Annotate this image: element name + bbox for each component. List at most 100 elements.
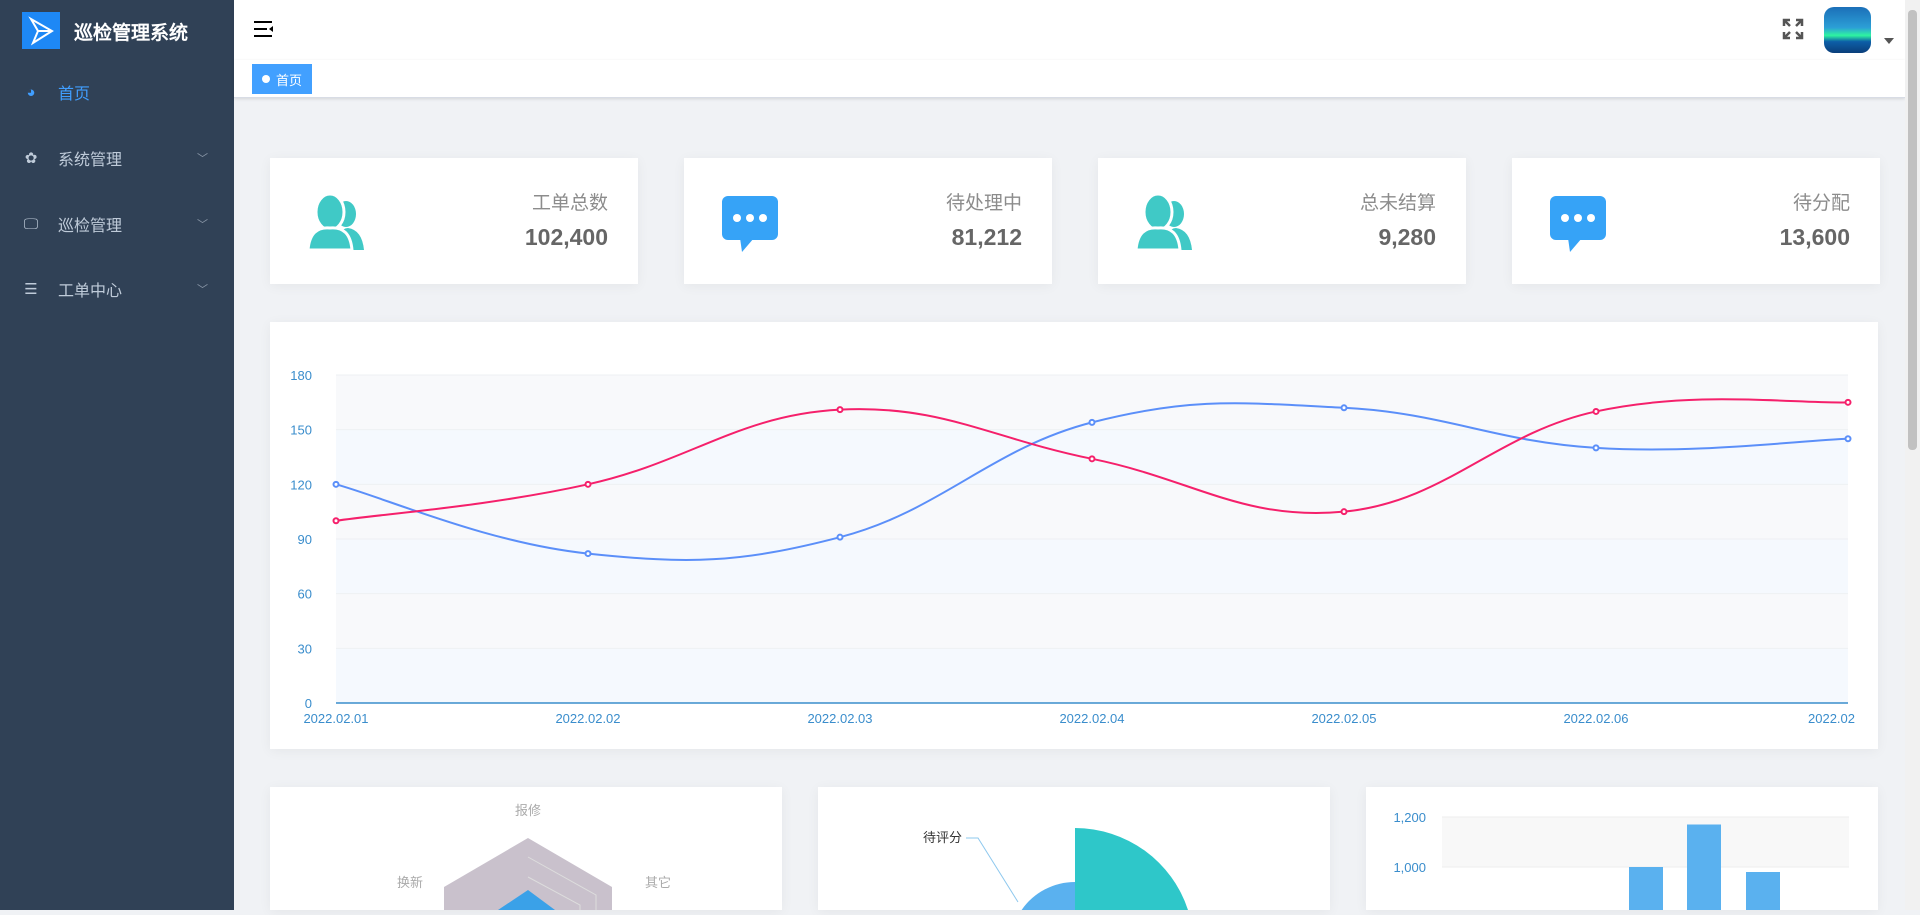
scrollbar-thumb[interactable]: [1908, 10, 1917, 450]
stat-title: 待处理中: [945, 193, 1022, 214]
fullscreen-icon[interactable]: [1782, 18, 1804, 40]
stat-value: 102,400: [524, 224, 608, 250]
radar-series-area: [498, 890, 555, 910]
sidebar-item-label: 系统管理: [58, 152, 123, 169]
gear-icon: ✿: [24, 150, 38, 167]
chevron-down-icon: ﹀: [197, 153, 208, 165]
tags-view: 首页: [234, 60, 1905, 98]
sidebar-item-label: 工单中心: [58, 283, 123, 300]
y-tick-label: 120: [290, 477, 312, 492]
app-title: 巡检管理系统: [74, 23, 189, 44]
tag-label: 首页: [276, 72, 303, 88]
scrollbar[interactable]: [1905, 0, 1920, 910]
message-icon: [720, 194, 780, 257]
dashboard-icon: ◕: [26, 83, 36, 101]
data-point: [1592, 407, 1600, 415]
stat-value: 81,212: [951, 224, 1022, 250]
users-icon: [1134, 192, 1194, 255]
hamburger-icon[interactable]: [254, 20, 274, 38]
chevron-down-icon: ﹀: [197, 219, 208, 231]
stat-value: 13,600: [1779, 224, 1850, 250]
stat-card[interactable]: 工单总数 102,400: [270, 158, 638, 284]
y-tick-label: 150: [290, 423, 312, 438]
data-point: [1844, 435, 1852, 443]
sidebar-item-workorder[interactable]: ☰ 工单中心 ﹀: [0, 261, 234, 317]
stat-value: 9,280: [1378, 224, 1436, 250]
pie-slice: [1021, 882, 1075, 910]
radar-area-bg: [444, 838, 612, 910]
logo: [22, 12, 60, 49]
bar: [1629, 867, 1663, 910]
sidebar-item-inspection[interactable]: 🖵 巡检管理 ﹀: [0, 196, 234, 252]
message-icon: [1548, 194, 1608, 257]
chevron-down-icon: ﹀: [197, 284, 208, 296]
radar-indicator: 换新: [397, 875, 423, 890]
data-point: [1340, 508, 1348, 516]
y-tick-label: 1,000: [1393, 860, 1426, 875]
radar-indicator: 报修: [515, 803, 541, 818]
data-point: [1088, 418, 1096, 426]
grid-band: [336, 648, 1848, 703]
sidebar-item-label: 首页: [58, 86, 91, 103]
tag-home[interactable]: 首页: [252, 64, 313, 94]
line-chart-card: 0 30 60 90 120 150 180 2022.02.01 2022.02.02 2022…: [270, 322, 1878, 749]
radar-chart: 报修 换新 其它: [397, 803, 671, 910]
stat-title: 工单总数: [531, 193, 608, 214]
sidebar-item-system[interactable]: ✿ 系统管理 ﹀: [0, 130, 234, 186]
sidebar-item-label: 巡检管理: [58, 218, 123, 235]
grid-band: [336, 593, 1848, 649]
bar: [1746, 872, 1780, 910]
data-point: [836, 406, 844, 414]
active-dot: [262, 75, 270, 83]
x-tick-label: 2022.02.04: [1059, 711, 1124, 726]
radar-grid: [527, 856, 597, 910]
data-point: [836, 533, 844, 541]
bar: [1687, 824, 1721, 910]
y-tick-label: 180: [290, 368, 312, 383]
y-tick-label: 30: [298, 641, 312, 656]
grid-band: [336, 539, 1848, 594]
data-point: [584, 550, 592, 558]
sidebar-item-home[interactable]: ◕ 首页: [0, 64, 234, 120]
data-point: [1592, 444, 1600, 452]
bar-chart-card: 1,000 1,200: [1366, 787, 1878, 910]
x-tick-label: 2022.02.02: [555, 711, 620, 726]
grid-band: [1442, 817, 1849, 867]
stat-card[interactable]: 总未结算 9,280: [1098, 158, 1466, 284]
data-point: [1340, 404, 1348, 412]
sidebar: 巡检管理系统 ◕ 首页 ✿ 系统管理 ﹀ 🖵 巡检管理 ﹀ ☰ 工单中心 ﹀: [0, 0, 234, 910]
data-point: [584, 480, 592, 488]
data-point: [332, 480, 340, 488]
pie-chart: 待评分: [923, 828, 1188, 910]
stat-card[interactable]: 待分配 13,600: [1512, 158, 1880, 284]
y-tick-label: 90: [298, 532, 312, 547]
pie-slice: [1075, 828, 1188, 910]
line-chart: 0 30 60 90 120 150 180 2022.02.01 2022.02.02 2022…: [290, 368, 1855, 726]
pie-chart-card: 待评分: [818, 787, 1330, 910]
radar-grid: [527, 876, 581, 910]
x-tick-label: 2022.02.03: [807, 711, 872, 726]
data-point: [332, 517, 340, 525]
x-tick-label: 2022.02.06: [1563, 711, 1628, 726]
radar-indicator: 其它: [645, 875, 671, 890]
pie-label-line: [966, 837, 1019, 903]
tree-list-icon: ☰: [24, 281, 38, 298]
y-tick-label: 60: [298, 587, 312, 602]
bar-chart: 1,000 1,200: [1393, 810, 1849, 910]
monitor-icon: 🖵: [23, 215, 39, 233]
x-tick-label: 2022.02.05: [1311, 711, 1376, 726]
y-tick-label: 1,200: [1393, 810, 1426, 825]
pie-label: 待评分: [923, 830, 962, 845]
radar-chart-card: 报修 换新 其它: [270, 787, 782, 910]
navbar: [234, 0, 1905, 60]
users-icon: [306, 192, 366, 255]
caret-down-icon[interactable]: [1884, 38, 1894, 44]
stat-title: 总未结算: [1359, 193, 1436, 214]
data-point: [1088, 455, 1096, 463]
stat-title: 待分配: [1792, 193, 1850, 214]
x-tick-label: 2022.02.01: [303, 711, 368, 726]
avatar[interactable]: [1824, 7, 1871, 53]
stat-card[interactable]: 待处理中 81,212: [684, 158, 1052, 284]
data-point: [1844, 398, 1852, 406]
y-tick-label: 0: [305, 696, 312, 711]
